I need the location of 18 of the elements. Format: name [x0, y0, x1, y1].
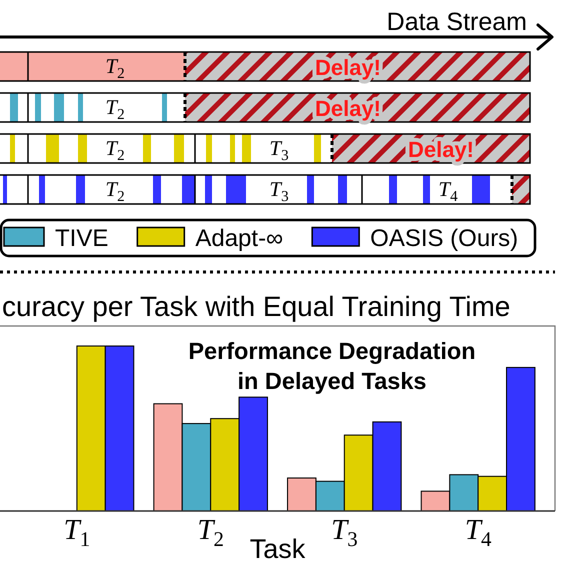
legend-label: Adapt-∞ — [195, 225, 284, 252]
text: Data Stream — [386, 8, 527, 36]
annotation: Performance Degradation in Delayed Tasks — [188, 338, 476, 394]
text: T$_{2}$ — [105, 136, 125, 164]
text: T$_{2}$ — [105, 95, 125, 124]
x-tick-label: T$_{4}$ — [464, 514, 492, 552]
legend-label: OASIS (Ours) — [370, 225, 518, 252]
x-axis-title: Task — [250, 534, 306, 564]
x-tick-label: T$_{2}$ — [197, 514, 224, 552]
text: T$_{3}$ — [269, 136, 289, 164]
text: T$_{4}$ — [438, 177, 458, 206]
x-tick-label: T$_{3}$ — [331, 514, 358, 552]
chart-title: curacy per Task with Equal Training Time — [2, 291, 510, 322]
text: T$_{3}$ — [269, 177, 289, 206]
legend-label: TIVE — [55, 225, 108, 252]
text: T$_{2}$ — [105, 54, 125, 82]
x-tick-label: T$_{1}$ — [64, 514, 90, 552]
text: T$_{2}$ — [105, 177, 125, 206]
